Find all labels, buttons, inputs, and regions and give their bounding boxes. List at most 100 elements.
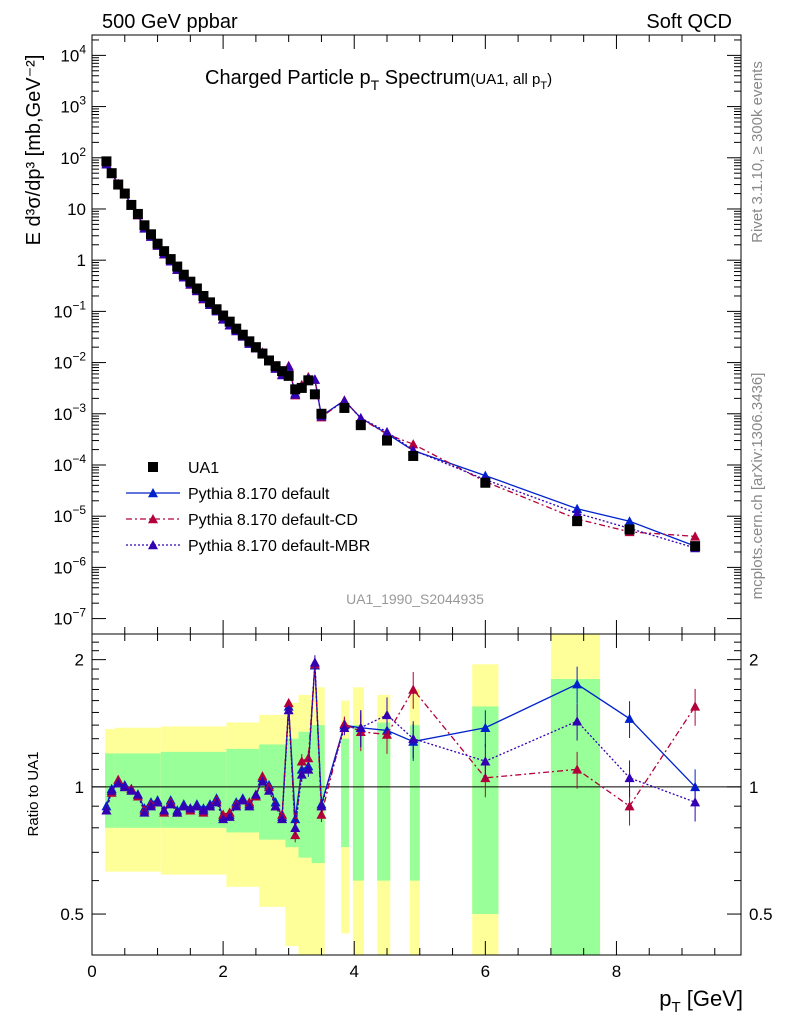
title-main: Charged Particle p (205, 67, 371, 89)
ratio-point-s3 (172, 807, 183, 817)
ratio-point-s3 (205, 801, 215, 811)
ratio-point-s3 (165, 799, 176, 809)
data-point (198, 290, 209, 301)
ratio-point-s3 (224, 811, 235, 821)
x-tick-label: 8 (612, 962, 621, 981)
data-point (224, 316, 235, 327)
data-point (152, 238, 163, 249)
ratio-point-s3 (277, 813, 288, 824)
data-point (270, 361, 281, 372)
ratio-point-s3 (290, 822, 301, 833)
x-axis-label: pT [GeV] (659, 986, 743, 1016)
ratio-point-s3 (257, 776, 268, 786)
ratio-y-axis-label: Ratio to UA1 (25, 751, 42, 836)
x-label-sub: T (671, 999, 680, 1016)
ratio-point-s1 (290, 813, 301, 824)
data-point (237, 329, 248, 340)
series-point-s3 (339, 395, 350, 406)
data-point (690, 541, 701, 552)
y-tick-label: 1 (77, 251, 86, 270)
ratio-point-s3 (264, 785, 274, 795)
band-inner (409, 725, 420, 881)
data-point (408, 450, 419, 461)
ratio-point-s3 (690, 797, 701, 807)
band-inner (377, 722, 391, 881)
data-point (296, 382, 307, 393)
ratio-tick-label: 2 (75, 651, 84, 670)
y-tick-label: 10−2 (53, 350, 86, 373)
y-tick-label: 104 (60, 42, 86, 65)
ratio-point-s3 (198, 805, 209, 815)
y-tick-label: 10−1 (53, 298, 86, 321)
series-point-s1 (624, 516, 635, 526)
y-tick-label: 10−4 (53, 452, 86, 475)
ratio-point-s3 (408, 733, 419, 743)
title-tail: Spectrum (379, 67, 470, 89)
series-point-s3 (355, 412, 366, 423)
legend-label: Pythia 8.170 default-MBR (188, 538, 370, 555)
ratio-point-s3 (106, 785, 117, 795)
series-point-s2 (690, 531, 701, 541)
ratio-point-s3 (146, 801, 156, 811)
legend-label: Pythia 8.170 default (188, 486, 330, 503)
data-point (106, 168, 117, 179)
ratio-tick-label: 1 (75, 778, 84, 797)
x-tick-label: 2 (218, 962, 227, 981)
ratio-point-s3 (270, 801, 281, 811)
ratio-point-s2 (283, 697, 294, 708)
main-plot (101, 156, 701, 553)
y-tick-label: 10 (67, 200, 86, 219)
ratio-point-s3 (244, 801, 255, 811)
band-inner (160, 751, 227, 828)
ratio-point-s3 (250, 789, 261, 799)
data-point (159, 246, 170, 257)
ratio-point-s3 (152, 797, 163, 807)
data-point (290, 384, 301, 395)
x-tick-label: 6 (481, 962, 490, 981)
ratio-point-s2 (572, 764, 583, 774)
data-point (205, 297, 215, 308)
data-point (132, 208, 143, 219)
y-tick-label: 103 (60, 94, 86, 117)
ratio-point-s1 (624, 713, 635, 723)
x-tick-label: 4 (349, 962, 358, 981)
mcplots-note: mcplots.cern.ch [arXiv:1306.3436] (749, 373, 766, 600)
data-point (165, 254, 176, 265)
data-point (126, 199, 137, 210)
y-tick-label: 102 (60, 145, 86, 168)
y-axis-label: E d³σ/dp³ [mb,GeV⁻²] (23, 55, 45, 246)
ratio-point-s3 (113, 778, 124, 788)
ratio-point-s3 (303, 764, 314, 774)
ratio-tick-label-right: 1 (749, 778, 758, 797)
data-point (191, 283, 202, 294)
title-sub: T (371, 77, 380, 93)
ratio-point-s3 (382, 709, 392, 720)
ratio-plot (92, 655, 741, 843)
band-inner (311, 725, 325, 864)
ratio-point-s1 (572, 679, 583, 689)
ratio-point-s3 (283, 705, 294, 715)
ratio-point-s3 (624, 772, 635, 783)
ratio-tick-label-right: 2 (749, 651, 758, 670)
title-small-sub: T (540, 80, 547, 92)
ratio-point-s3 (237, 795, 248, 805)
ratio-point-s2 (257, 771, 268, 781)
data-point (113, 179, 124, 190)
series-point-s2 (408, 439, 419, 449)
ratio-point-s3 (309, 657, 320, 667)
ratio-point-s3 (119, 781, 130, 792)
data-point (146, 229, 156, 240)
band-inner (352, 725, 365, 881)
ratio-point-s2 (624, 801, 635, 811)
ratio-point-s3 (101, 805, 112, 815)
rivet-version-note: Rivet 3.1.10, ≥ 300k events (749, 61, 766, 243)
legend-label: UA1 (188, 460, 219, 477)
data-point (172, 261, 183, 272)
data-point (264, 355, 274, 366)
data-point (185, 276, 196, 287)
title-small-tail: ) (547, 71, 552, 88)
ratio-point-s2 (316, 809, 327, 819)
legend-marker-s1 (148, 488, 158, 498)
